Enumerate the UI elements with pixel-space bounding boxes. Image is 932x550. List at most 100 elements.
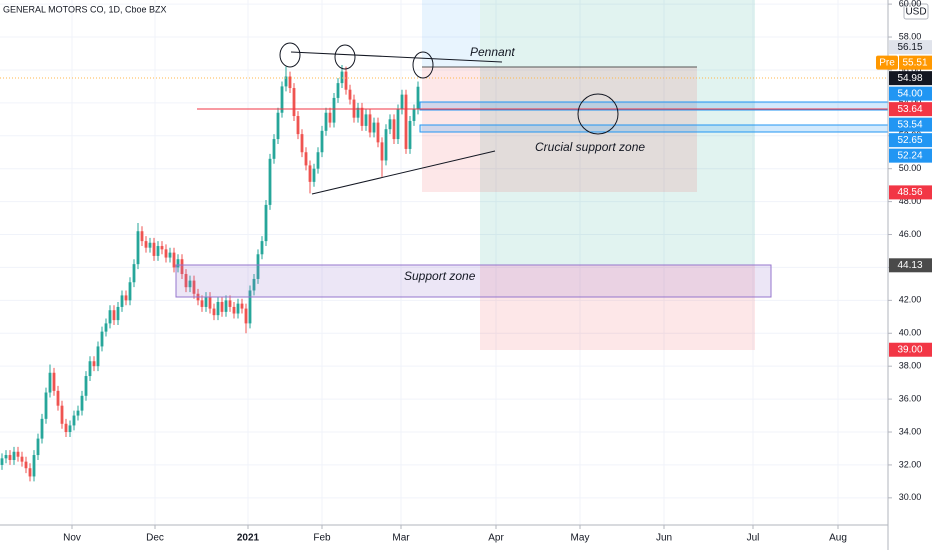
pre-badge	[876, 55, 898, 70]
candle-body	[96, 346, 100, 367]
candle-body	[272, 139, 276, 159]
x-tick-label: Aug	[829, 533, 847, 544]
candle-body	[292, 88, 296, 117]
time-axis	[0, 525, 888, 550]
price-label-box	[889, 117, 932, 132]
candle-body	[80, 395, 84, 411]
candle-body	[128, 282, 132, 301]
y-tick-label: 48.00	[899, 196, 922, 206]
candle-body	[104, 323, 108, 332]
x-tick-label: 2021	[237, 533, 260, 544]
candle-body	[372, 122, 376, 133]
price-label: 52.24	[897, 150, 922, 161]
candle-body	[400, 94, 404, 110]
pennant-line	[311, 150, 496, 195]
candle-body	[360, 107, 364, 126]
candle-body	[32, 455, 36, 477]
candle-body	[168, 252, 172, 258]
candle-body	[72, 415, 76, 426]
price-label-box	[889, 185, 932, 200]
circle-marker	[577, 93, 619, 135]
price-label: 39.00	[897, 344, 922, 355]
price-label-box	[889, 86, 932, 101]
x-tick-label: Dec	[146, 533, 164, 544]
candle-body	[120, 295, 124, 307]
price-label: 54.00	[897, 88, 922, 99]
chart-title: GENERAL MOTORS CO, 1D, Cboe BZX	[3, 4, 167, 14]
price-label-box	[899, 55, 932, 70]
y-tick-label: 34.00	[899, 426, 922, 436]
candle-body	[416, 86, 420, 110]
price-label: 54.98	[897, 73, 922, 84]
annotation: Pennant	[470, 45, 515, 59]
candle-body	[268, 158, 272, 205]
candle-body	[244, 308, 248, 324]
candle-body	[112, 310, 116, 321]
annotation: Crucial support zone	[535, 140, 645, 154]
stop-zone	[422, 67, 697, 192]
y-tick-label: 50.00	[899, 163, 922, 173]
candle-body	[332, 97, 336, 123]
candle-body	[260, 241, 264, 255]
candle-body	[44, 392, 48, 419]
candle-body	[228, 300, 232, 307]
candle-body	[240, 303, 244, 309]
price-label: 56.15	[897, 42, 922, 53]
candle-body	[356, 107, 360, 118]
currency: USD	[905, 7, 926, 18]
candle-body	[0, 458, 4, 465]
candle-body	[404, 94, 408, 149]
currency-box	[903, 3, 929, 20]
candle-body	[208, 297, 212, 309]
candle-body	[324, 112, 328, 131]
candle-body	[320, 130, 324, 153]
price-label-box	[889, 133, 932, 148]
y-tick-label: 30.00	[899, 492, 922, 502]
candle-body	[4, 455, 8, 459]
candle-body	[144, 241, 148, 248]
annotation: Support zone	[404, 269, 476, 283]
price-label-box	[889, 258, 932, 273]
price-label: 53.64	[897, 104, 922, 115]
candle-body	[84, 376, 88, 396]
candle-body	[188, 280, 192, 288]
grid	[0, 0, 888, 525]
y-tick-label: 40.00	[899, 328, 922, 338]
candle-body	[56, 390, 60, 406]
price-label-box	[889, 40, 932, 55]
price-label: 52.65	[897, 135, 922, 146]
candle-body	[304, 152, 308, 166]
candle-body	[160, 246, 164, 250]
candle-body	[28, 468, 32, 477]
candle-body	[368, 114, 372, 133]
candle-body	[200, 300, 204, 307]
candle-body	[132, 264, 136, 283]
candle-body	[344, 71, 348, 90]
candle-body	[376, 122, 380, 143]
candle-body	[36, 438, 40, 456]
candle-body	[140, 231, 144, 242]
candle-body	[180, 259, 184, 275]
candle-body	[336, 83, 340, 98]
candle-body	[204, 297, 208, 307]
candle-body	[224, 300, 228, 312]
target-zone	[422, 0, 480, 67]
candle-body	[296, 116, 300, 135]
y-tick-label: 60.00	[899, 0, 922, 8]
candle-body	[148, 242, 152, 248]
candle-body	[264, 204, 268, 242]
x-tick-label: Jun	[656, 533, 672, 544]
x-tick-label: Jul	[747, 533, 760, 544]
candle-body	[76, 410, 80, 416]
candle-body	[340, 71, 344, 84]
candle-body	[16, 451, 20, 457]
circle-marker	[412, 51, 434, 79]
candle-body	[52, 372, 56, 391]
y-tick-label: 38.00	[899, 361, 922, 371]
candle-body	[60, 405, 64, 424]
price-label: 44.13	[897, 260, 922, 271]
candle-body	[408, 120, 412, 149]
candle-body	[164, 249, 168, 258]
